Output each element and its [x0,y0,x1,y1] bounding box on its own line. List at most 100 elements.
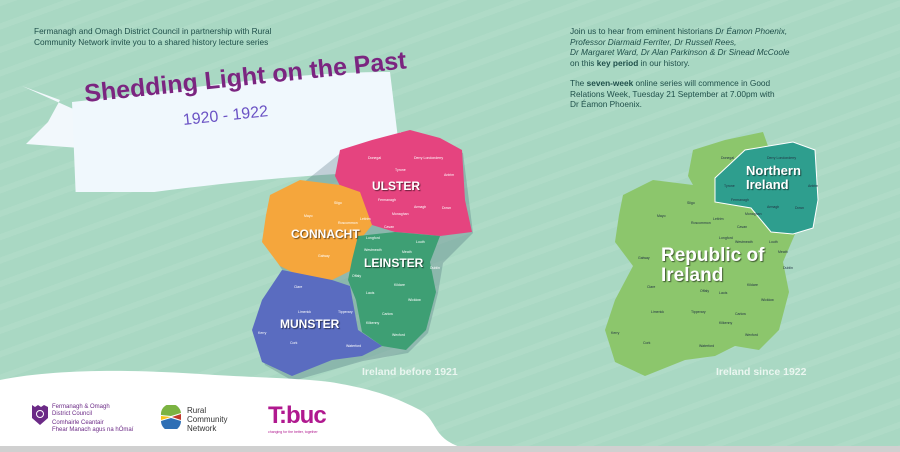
county-label: Derry Londonderry [414,156,444,160]
county-label: Cavan [384,225,395,229]
county-label: Mayo [304,214,313,218]
county-label: Mayo [657,214,666,218]
province-label-ulster: ULSTER [372,179,420,193]
county-label: Carlow [382,312,393,316]
county-label: Wicklow [408,298,421,302]
county-label: Limerick [651,310,665,314]
county-label: Offaly [700,289,710,293]
county-label: Cork [290,341,298,345]
county-label: Waterford [346,344,362,348]
county-label: Wexford [745,333,758,337]
county-label: Clare [294,285,303,289]
county-label: Tyrone [724,184,735,188]
region-label-ni: Northern Ireland [746,164,801,191]
info-bold: key period [596,57,639,68]
munster-region [252,270,382,376]
county-label: Louth [416,240,425,244]
fodc-logo-text: Fermanagh & Omagh District Council Comha… [52,404,133,434]
county-label: Carlow [735,312,746,316]
fodc-name-irish: Comhairle Ceantair [52,420,104,426]
county-label: Cavan [737,225,748,229]
ulster-region [335,130,472,236]
fodc-name: Fermanagh & Omagh [52,404,110,410]
county-label: Louth [769,240,778,244]
county-label: Leitrim [713,217,724,221]
county-label: Fermanagh [731,198,749,202]
county-label: Kerry [611,331,620,335]
speaker-names: Professor Diarmaid Ferriter, Dr Russell … [570,36,737,47]
county-label: Waterford [699,344,715,348]
fodc-name: District Council [52,411,93,417]
info-text: online series will commence in Good Rela… [570,78,775,109]
county-label: Armagh [767,205,780,209]
province-label-connacht: CONNACHT [291,227,360,241]
speaker-name: Dr Éamon Phoenix, [715,26,788,36]
county-label: Dublin [430,266,440,270]
county-label: Monaghan [745,212,762,216]
county-label: Westmeath [364,248,382,252]
county-label: Down [795,206,804,210]
county-label: Tyrone [395,168,406,172]
map-caption-before: Ireland before 1921 [362,366,458,378]
page-edge [0,446,900,452]
county-label: Limerick [298,310,312,314]
county-label: Dublin [783,266,793,270]
tbuc-logo: T:buc [268,402,327,429]
ni-label-line1: Northern [746,163,801,178]
county-label: Longford [719,236,733,240]
county-label: Sligo [334,201,342,205]
county-label: Meath [402,250,412,254]
connacht-region [262,180,372,280]
rcn-logo-text: Rural Community Network [187,406,227,433]
tbuc-tagline: changing for the better, together [268,430,318,434]
roi-label-line2: Ireland [661,264,724,286]
county-label: Meath [778,250,788,254]
county-label: Longford [366,236,380,240]
county-label: Kildare [394,283,405,287]
county-label: Leitrim [360,217,371,221]
info-text: on this [570,57,597,68]
event-info: Join us to hear from eminent historians … [570,26,890,120]
fodc-crest-icon [32,405,48,425]
county-label: Cork [643,341,651,345]
county-label: Kildare [747,283,758,287]
county-label: Sligo [687,201,695,205]
county-label: Tipperary [338,310,353,314]
fodc-name-irish: Fhear Manach agus na hÓmaí [52,427,134,433]
county-label: Roscommon [338,221,358,225]
map-before-1921 [252,130,472,376]
map-caption-since: Ireland since 1922 [716,366,807,378]
county-label: Donegal [368,156,382,160]
county-label: Wicklow [761,298,774,302]
info-lead: Join us to hear from eminent historians [570,26,716,36]
county-label: Monaghan [392,212,409,216]
county-label: Kerry [258,331,267,335]
county-label: Galway [638,256,650,260]
speaker-names: Dr Margaret Ward, Dr Alan Parkinson & Dr… [570,47,790,57]
county-label: Clare [647,285,656,289]
county-label: Offaly [352,274,362,278]
northern-ireland-region [714,141,819,235]
county-label: Tipperary [691,310,706,314]
map-since-1922 [605,132,819,376]
province-label-leinster: LEINSTER [364,256,424,270]
ni-label-line2: Ireland [746,176,789,192]
county-label: Wexford [392,333,405,337]
footer-wave [0,370,470,452]
county-label: Roscommon [691,221,711,225]
county-label: Antrim [444,173,455,177]
county-label: Down [442,206,451,210]
rcn-name: Rural [187,406,207,415]
county-label: Fermanagh [378,198,396,202]
county-label: Derry Londonderry [767,156,797,160]
county-label: Kilkenny [719,321,733,325]
leinster-region [348,232,440,350]
info-text: in our history. [638,57,690,68]
rcn-name: Community [187,415,228,424]
county-label: Galway [318,254,330,258]
intro-text: Fermanagh and Omagh District Council in … [34,26,272,47]
county-label: Armagh [414,205,427,209]
roi-label-line1: Republic of [661,245,765,266]
county-label: Westmeath [735,240,753,244]
